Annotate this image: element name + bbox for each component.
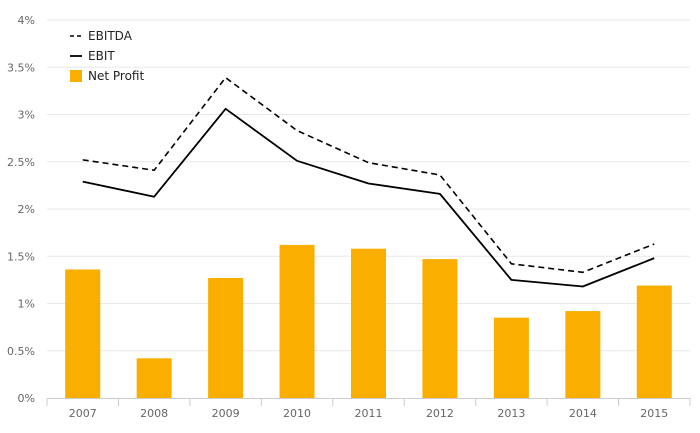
y-tick-label: 0% bbox=[18, 392, 35, 405]
bar-net-profit-2013 bbox=[493, 317, 529, 398]
y-tick-label: 1.5% bbox=[7, 250, 35, 263]
x-tick-label: 2015 bbox=[640, 407, 668, 420]
bar-net-profit-2009 bbox=[208, 277, 244, 398]
net-profit-bars bbox=[65, 244, 672, 398]
y-tick-label: 3.5% bbox=[7, 61, 35, 74]
legend-net-profit-swatch bbox=[70, 70, 82, 82]
x-tick-label: 2011 bbox=[355, 407, 383, 420]
x-tick-label: 2007 bbox=[69, 407, 97, 420]
bar-net-profit-2008 bbox=[136, 358, 172, 398]
bar-net-profit-2007 bbox=[65, 269, 101, 398]
y-tick-label: 2% bbox=[18, 203, 35, 216]
legend: EBITDA EBIT Net Profit bbox=[70, 29, 144, 83]
legend-ebit-label: EBIT bbox=[88, 49, 115, 63]
y-tick-label: 3% bbox=[18, 109, 35, 122]
legend-net-profit-label: Net Profit bbox=[88, 69, 144, 83]
y-tick-label: 0.5% bbox=[7, 345, 35, 358]
series-lines bbox=[82, 76, 655, 288]
bar-net-profit-2010 bbox=[279, 244, 315, 398]
y-tick-label: 2.5% bbox=[7, 156, 35, 169]
x-tick-label: 2009 bbox=[212, 407, 240, 420]
x-tick-label: 2008 bbox=[140, 407, 168, 420]
bar-net-profit-2011 bbox=[351, 248, 386, 398]
y-tick-label: 4% bbox=[18, 14, 35, 27]
bar-net-profit-2015 bbox=[636, 285, 672, 398]
y-tick-label: 1% bbox=[18, 298, 35, 311]
x-tick-label: 2010 bbox=[283, 407, 311, 420]
legend-ebitda-label: EBITDA bbox=[88, 29, 133, 43]
y-axis: 0% 0.5% 1% 1.5% 2% 2.5% 3% 3.5% 4% bbox=[7, 14, 35, 405]
x-axis: 2007 2008 2009 2010 2011 2012 2013 2014 2015 bbox=[46, 398, 691, 420]
bar-net-profit-2014 bbox=[565, 311, 601, 398]
x-tick-label: 2013 bbox=[497, 407, 525, 420]
x-tick-label: 2012 bbox=[426, 407, 454, 420]
bar-net-profit-2012 bbox=[422, 259, 458, 398]
line-ebit bbox=[82, 107, 655, 288]
x-tick-label: 2014 bbox=[569, 407, 597, 420]
line-ebitda bbox=[82, 76, 655, 274]
